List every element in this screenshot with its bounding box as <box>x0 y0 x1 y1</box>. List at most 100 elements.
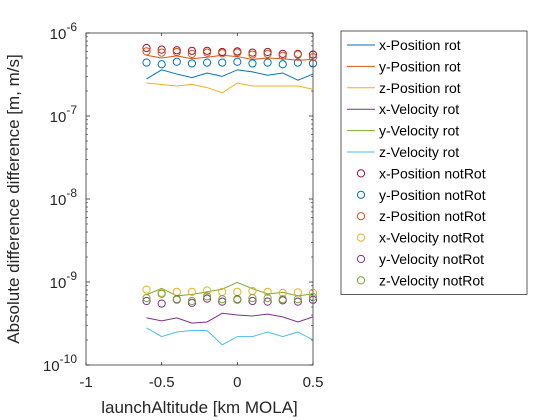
legend-marker-swatch <box>356 169 366 178</box>
data-point <box>233 48 242 57</box>
series-5 <box>146 327 314 346</box>
data-point <box>293 50 302 59</box>
data-point <box>263 58 272 67</box>
legend-label: z-Velocity rot <box>379 144 459 160</box>
legend-marker-swatch <box>356 190 366 199</box>
data-point <box>218 49 227 58</box>
legend-label: y-Position notRot <box>379 187 486 203</box>
data-point <box>157 45 166 54</box>
y-tick-label: 10-8 <box>50 186 78 209</box>
series-line <box>146 69 314 81</box>
data-point <box>293 58 302 67</box>
data-point <box>157 60 166 69</box>
series-10 <box>142 294 318 308</box>
legend-marker-swatch <box>356 233 366 242</box>
legend-entry: y-Velocity rot <box>347 123 459 139</box>
data-point <box>278 51 287 60</box>
plot-area: -1 -0.5 0 0.5 10-10 10-9 10-8 10-7 10-6 <box>43 20 323 391</box>
data-point <box>263 297 272 306</box>
series-8 <box>142 47 318 62</box>
legend-label: y-Velocity rot <box>379 123 459 139</box>
data-point <box>202 58 212 67</box>
data-point <box>308 59 318 68</box>
legend-marker-swatch <box>356 276 366 285</box>
legend-entry: y-Velocity notRot <box>356 251 484 267</box>
axes-box <box>85 32 314 366</box>
data-point <box>248 50 257 59</box>
series-layer <box>142 43 318 346</box>
x-tick-label: 0.5 <box>303 374 324 391</box>
data-point <box>263 293 272 303</box>
legend-marker-swatch <box>356 254 366 264</box>
legend-label: z-Position notRot <box>379 208 486 224</box>
data-point <box>187 59 197 68</box>
data-point <box>187 287 197 296</box>
series-line <box>146 327 314 346</box>
data-point <box>202 294 212 303</box>
series-2 <box>146 82 314 94</box>
legend-label: y-Position rot <box>379 58 461 74</box>
legend-label: z-Velocity notRot <box>379 272 484 288</box>
data-point <box>202 292 212 301</box>
legend-entry: y-Position notRot <box>356 187 486 203</box>
legend-label: x-Position rot <box>379 37 461 53</box>
data-point <box>157 48 166 57</box>
legend-entry: x-Velocity notRot <box>356 230 484 246</box>
data-point <box>172 295 181 304</box>
data-point <box>157 289 166 298</box>
data-point <box>263 287 272 296</box>
y-tick-label: 10-6 <box>50 20 78 43</box>
data-point <box>202 286 212 295</box>
legend-entry: z-Position rot <box>347 80 461 96</box>
legend-entry: z-Position notRot <box>356 208 486 224</box>
data-point <box>187 296 197 306</box>
data-point <box>248 59 257 68</box>
data-point <box>187 46 197 55</box>
data-point <box>308 295 318 304</box>
series-11 <box>142 289 318 306</box>
data-point <box>278 60 287 69</box>
data-point <box>293 295 302 304</box>
x-tick-label: -1 <box>79 374 92 391</box>
legend-entry: x-Position rot <box>347 37 461 53</box>
data-point <box>278 295 287 304</box>
legend: x-Position rot y-Position rot z-Position r… <box>340 30 528 295</box>
legend-label: y-Velocity notRot <box>379 251 484 267</box>
data-point <box>142 43 151 53</box>
y-tick-label: 10-7 <box>50 103 78 126</box>
data-point <box>278 49 287 59</box>
data-point <box>248 293 257 303</box>
y-ticks: 10-10 10-9 10-8 10-7 10-6 <box>43 20 313 375</box>
data-point <box>293 297 302 306</box>
data-point <box>308 53 318 62</box>
x-tick-label: -0.5 <box>149 374 175 391</box>
data-point <box>233 295 242 304</box>
data-point <box>218 295 227 304</box>
legend-entry: z-Velocity rot <box>347 144 459 160</box>
data-point <box>218 297 227 306</box>
legend-entry: x-Position notRot <box>356 165 486 181</box>
y-axis-label: Absolute difference difference [m, m/s] <box>4 54 23 343</box>
series-line <box>146 312 314 324</box>
legend-box <box>340 30 528 295</box>
data-point <box>142 47 151 56</box>
y-tick-label: 10-9 <box>50 269 78 292</box>
series-0 <box>146 69 314 81</box>
data-point <box>142 285 151 294</box>
legend-label: x-Velocity rot <box>379 101 459 117</box>
data-point <box>142 58 151 67</box>
legend-items: x-Position rot y-Position rot z-Position r… <box>347 37 486 288</box>
legend-label: z-Position rot <box>379 80 461 96</box>
x-tick-label: 0 <box>233 374 241 391</box>
legend-label: x-Velocity notRot <box>379 230 484 246</box>
data-point <box>172 47 181 57</box>
data-point <box>218 58 227 67</box>
data-point <box>187 49 197 59</box>
legend-entry: z-Velocity notRot <box>356 272 484 288</box>
data-point <box>202 48 212 57</box>
data-point <box>233 57 242 66</box>
data-point <box>248 296 257 306</box>
data-point <box>142 296 151 306</box>
x-axis-label: launchAltitude [km MOLA] <box>101 398 298 417</box>
